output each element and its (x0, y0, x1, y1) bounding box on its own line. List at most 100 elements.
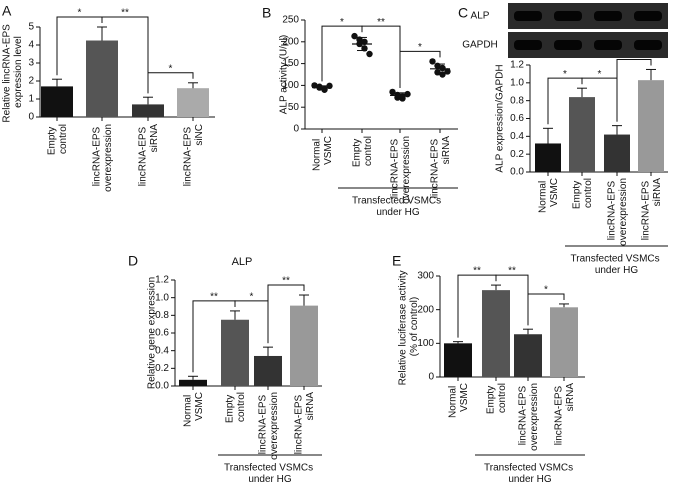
y-tick-label: 0.2 (510, 149, 524, 160)
significance-bracket (616, 58, 652, 122)
y-tick-label: 100 (282, 80, 299, 91)
bar (86, 40, 118, 117)
significance-label: * (598, 69, 602, 80)
blot-label: ALP (471, 11, 490, 22)
significance-label: * (544, 285, 548, 296)
y-tick-label: 1.2 (510, 60, 524, 71)
bar (535, 143, 561, 172)
bar (177, 88, 209, 117)
y-tick-label: 0.0 (510, 167, 524, 178)
x-tick-label: Empty control (351, 136, 374, 167)
data-point (444, 68, 451, 75)
y-tick-label: 1.2 (155, 275, 169, 286)
blot-band (634, 11, 662, 21)
x-tick-label: Normal VSMC (182, 392, 205, 427)
significance-label: * (78, 8, 82, 19)
y-axis-label: ALP expression/GAPDH (495, 64, 506, 172)
y-tick-label: 150 (282, 58, 299, 69)
x-tick-label: Empty control (224, 392, 247, 423)
bar (290, 305, 318, 386)
x-tick-label: Empty control (46, 124, 69, 155)
y-axis-label: ALP activity (U/μl) (279, 35, 290, 114)
significance-label: * (169, 63, 173, 74)
blot-band (554, 11, 582, 21)
y-tick-label: 0.6 (510, 113, 524, 124)
significance-bracket (147, 72, 194, 94)
y-tick-label: 0.2 (155, 363, 169, 374)
group-label: Transfected VSMCs under HG (224, 462, 316, 485)
x-tick-label: lincRNA-EPS siRNA (640, 178, 663, 241)
x-tick-label: lincRNA-EPS siRNA (137, 124, 160, 187)
y-tick-label: 0.4 (155, 345, 169, 356)
data-point (404, 90, 411, 98)
y-axis-label: Relative lincRNA-EPS expression level (1, 21, 24, 122)
bar (550, 307, 578, 377)
x-tick-label: Normal VSMC (311, 136, 334, 171)
significance-label: ** (377, 17, 385, 28)
bar (179, 379, 207, 386)
y-tick-label: 0 (28, 112, 34, 123)
bar (444, 343, 472, 377)
y-tick-label: 1 (28, 94, 34, 105)
bar (41, 86, 73, 117)
data-point (429, 58, 436, 65)
y-tick-label: 0.8 (155, 310, 169, 321)
bar (482, 290, 510, 377)
bar (638, 80, 664, 172)
significance-bracket (101, 16, 149, 94)
y-tick-label: 5 (28, 22, 34, 33)
y-tick-label: 0.0 (155, 381, 169, 392)
x-tick-label: lincRNA-EPS overexpression (257, 392, 280, 460)
blot-band (594, 40, 622, 50)
y-tick-label: 200 (282, 36, 299, 47)
data-point (439, 64, 446, 72)
blot-band (514, 40, 542, 50)
panel-letter: C (458, 5, 468, 21)
y-tick-label: 0.4 (510, 131, 524, 142)
y-tick-label: 0 (293, 124, 299, 135)
y-tick-label: 250 (282, 15, 299, 26)
y-tick-label: 300 (417, 271, 434, 282)
y-tick-label: 0 (428, 372, 434, 383)
significance-label: * (563, 69, 567, 80)
data-point (439, 71, 446, 78)
bar (254, 355, 282, 386)
bar (514, 334, 542, 377)
x-tick-label: lincRNA-EPS overexpression (517, 383, 540, 451)
significance-label: * (340, 17, 344, 28)
y-tick-label: 0.8 (510, 95, 524, 106)
x-tick-label: lincRNA-EPS siRNA (429, 136, 452, 199)
bar (132, 104, 164, 117)
panel-letter: B (262, 5, 271, 21)
data-point (351, 32, 358, 40)
blot-band (594, 11, 622, 21)
significance-bracket (527, 293, 565, 326)
blot-band (554, 40, 582, 50)
x-tick-label: Empty control (485, 383, 508, 414)
y-axis-label: Relative gene expression (147, 277, 158, 389)
x-tick-label: lincRNA-EPS siRNA (553, 383, 576, 446)
bar (604, 134, 630, 172)
panel-letter: D (128, 253, 138, 269)
data-point (389, 88, 396, 96)
panel-letter: A (2, 3, 12, 19)
panel-letter: E (392, 253, 401, 269)
x-tick-label: lincRNA-EPS overexpression (91, 124, 114, 192)
y-tick-label: 4 (28, 40, 34, 51)
x-tick-label: Normal VSMC (537, 178, 560, 213)
significance-label: ** (473, 266, 481, 277)
significance-bracket (267, 284, 305, 344)
x-tick-label: lincRNA-EPS siRNA (293, 392, 316, 455)
group-label: Transfected VSMCs under HG (484, 462, 576, 485)
blot-band (634, 40, 662, 50)
y-tick-label: 0.6 (155, 328, 169, 339)
significance-label: ** (121, 8, 129, 19)
significance-label: * (250, 292, 254, 303)
x-tick-label: Empty control (571, 178, 594, 209)
group-label: Transfected VSMCs under HG (352, 195, 444, 218)
group-label: Transfected VSMCs under HG (571, 253, 663, 276)
y-tick-label: 1.0 (510, 77, 524, 88)
x-tick-label: lincRNA-EPS siNC (182, 124, 205, 186)
y-tick-label: 50 (288, 102, 300, 113)
